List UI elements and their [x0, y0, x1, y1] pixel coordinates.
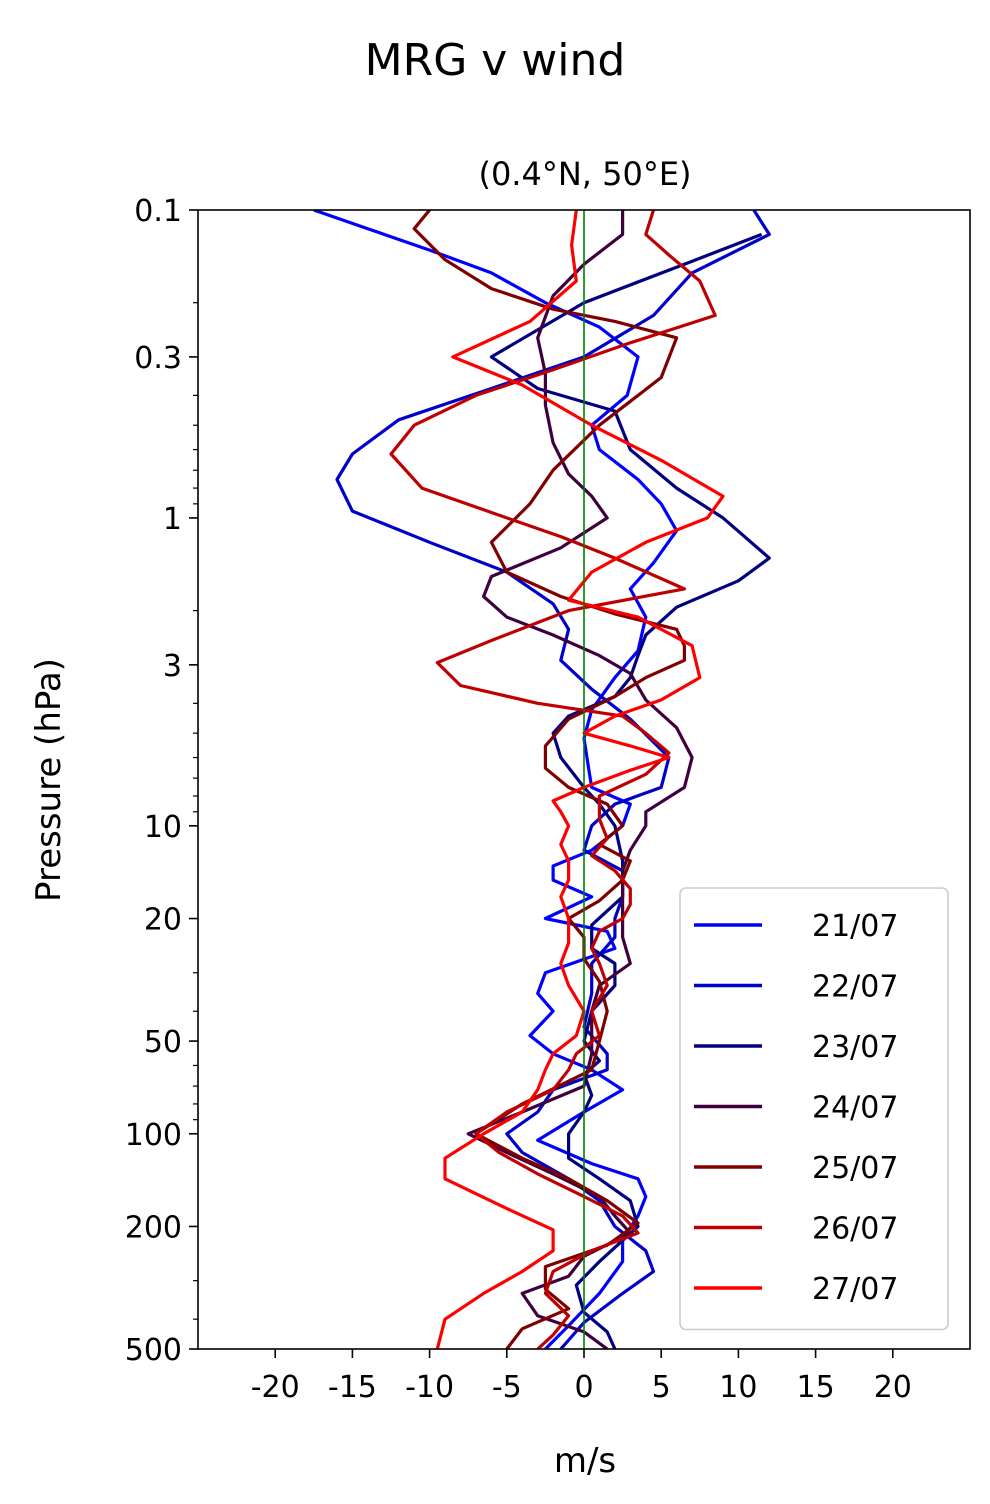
series-lines	[313, 210, 771, 1349]
y-tick-label: 100	[125, 1118, 182, 1153]
legend-label: 22/07	[812, 970, 898, 1005]
x-tick-label: -10	[405, 1370, 454, 1405]
legend: 21/07 22/07 23/07 24/07 25/07 26/07 27/07	[679, 887, 949, 1331]
plot-area: -20 -15 -10 -5 0 5 10 15 20 0.1 0.3 1 3 10 20 50 100 200 5…	[125, 194, 971, 1405]
x-tick-label: -15	[328, 1370, 377, 1405]
y-axis-label: Pressure (hPa)	[29, 658, 69, 902]
series-line-21-07	[313, 210, 679, 1349]
y-tick-label: 0.3	[134, 341, 182, 376]
x-tick-label: 0	[574, 1370, 593, 1405]
chart-title: MRG v wind	[365, 35, 626, 86]
y-tick-label: 3	[163, 649, 182, 684]
legend-label: 24/07	[812, 1091, 898, 1126]
y-tick-label: 20	[144, 903, 182, 938]
y-tick-label: 50	[144, 1025, 182, 1060]
series-line-26-07	[389, 210, 717, 1349]
legend-box	[679, 887, 949, 1331]
y-tick-label: 1	[163, 502, 182, 537]
x-tick-label: -20	[251, 1370, 300, 1405]
x-axis-label: m/s	[554, 1441, 616, 1481]
y-tick-label: 200	[125, 1210, 182, 1245]
legend-label: 27/07	[812, 1272, 898, 1307]
series-line-23-07	[489, 232, 771, 1349]
y-tick-label: 0.1	[134, 194, 182, 229]
series-line-25-07	[412, 210, 686, 1349]
legend-label: 21/07	[812, 909, 898, 944]
y-tick-label: 500	[125, 1333, 182, 1368]
chart-subtitle: (0.4°N, 50°E)	[478, 155, 691, 193]
legend-label: 25/07	[812, 1151, 898, 1186]
series-line-27-07	[435, 210, 725, 1349]
x-tick-label: 15	[797, 1370, 835, 1405]
y-tick-label: 10	[144, 810, 182, 845]
x-tick-label: 10	[719, 1370, 757, 1405]
x-tick-label: 5	[652, 1370, 671, 1405]
legend-label: 26/07	[812, 1212, 898, 1247]
x-tick-label: 20	[874, 1370, 912, 1405]
series-line-24-07	[466, 210, 694, 1349]
legend-label: 23/07	[812, 1030, 898, 1065]
x-tick-label: -5	[492, 1370, 522, 1405]
